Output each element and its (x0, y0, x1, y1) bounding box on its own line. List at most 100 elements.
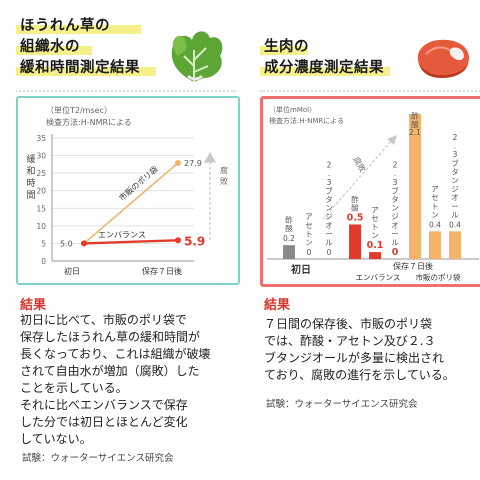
bar-name-label: ー (325, 229, 333, 238)
decay-arrow-head (387, 135, 397, 145)
bar-name-label: 3 (327, 178, 332, 187)
title-line-1: 生肉の (264, 39, 309, 55)
bar-name-label: ブ (391, 185, 399, 195)
concentration-chart: （単位mMol） 検査方法:H-NMRによる 腐敗 0.2 酢酸 0 アセトン 0 2. 3 ブタン… (260, 96, 480, 287)
bar-value-label: 0.1 (367, 240, 384, 251)
bar-name-label: ン (451, 176, 459, 185)
bar-name-label: ン (325, 204, 333, 213)
bar (449, 231, 461, 259)
title-line-2: 成分濃度測定結果 (264, 60, 384, 76)
data-point (81, 240, 87, 247)
bar (283, 245, 295, 259)
y-tick-label: 30 (36, 152, 46, 161)
y-tick-label: 10 (36, 222, 46, 231)
chart-note-1: （単位T2/msec） (46, 105, 112, 115)
data-point (175, 159, 181, 166)
group-label: 市販のポリ袋 (416, 272, 461, 282)
result-title: 結果 (20, 298, 47, 313)
bar-name-label: . (328, 169, 330, 178)
bar-value-label: 0.5 (347, 212, 364, 223)
spinach-icon (171, 31, 223, 82)
decay-arrow-head (204, 152, 216, 163)
bar-name-label: 酸 (351, 202, 359, 212)
bar-name-label: 酢 (285, 215, 293, 225)
y-axis-label: 和 (26, 166, 35, 177)
bar-name-label: タ (451, 167, 459, 176)
y-tick-label: 25 (36, 169, 46, 178)
bar-name-label: 2 (453, 133, 458, 142)
bar-name-label: タ (391, 195, 399, 204)
bar-name-label: ン (371, 231, 379, 240)
result-text: ７日間の保存後、市販のポリ袋 では、酢酸・アセトン及び２.３ ブタンジオールが多… (264, 317, 455, 382)
x-tick-label: 初日 (64, 266, 80, 276)
bar-name-label: 2 (327, 161, 332, 170)
meat-icon (417, 39, 470, 78)
meat-title-box: 生肉の 成分濃度測定結果 (252, 0, 480, 86)
bar-value-label: 2.1 (409, 128, 421, 137)
y-tick-label: 35 (36, 134, 46, 143)
chart-note-1: （単位mMol） (269, 105, 316, 114)
bar-name-label: ブ (451, 158, 459, 168)
result-title: 結果 (264, 298, 291, 313)
bar-name-label: 酸 (411, 119, 419, 129)
bar-name-label: 酸 (285, 223, 293, 233)
bar (369, 252, 381, 259)
y-axis-label: 緩 (26, 153, 35, 165)
bar-name-label: ル (325, 238, 333, 247)
bar-name-label: . (394, 169, 396, 178)
bar-value-label: 0.2 (283, 234, 295, 243)
bar-name-label: セ (305, 221, 313, 230)
line-chart-svg: （単位T2/msec） 検査方法:H-NMRによる 0 5 10 15 20 25 30 35 緩和… (26, 105, 228, 276)
chart-note-2: 検査方法:H-NMRによる (46, 117, 132, 127)
result-text: 初日に比べて、市販のポリ袋で 保存したほうれん草の緩和時間が 長くなっており、こ… (20, 313, 211, 446)
x-tick-label: 保存７日後 (142, 266, 182, 276)
bar-name-label: ン (305, 238, 313, 247)
bar-name-label: 2 (393, 161, 398, 170)
bar-value-label: 0 (392, 247, 399, 258)
bar-value-label: 0.4 (449, 220, 461, 229)
bar-name-label: ン (391, 204, 399, 213)
bar (409, 113, 421, 259)
bar (349, 224, 361, 259)
bar-name-label: ン (431, 210, 439, 219)
relaxation-chart: （単位T2/msec） 検査方法:H-NMRによる 0 5 10 15 20 25 30 35 緩和… (16, 96, 240, 285)
bar-name-label: ー (451, 202, 459, 211)
bar-value-label: 0.4 (429, 220, 441, 229)
y-tick-label: 0 (41, 257, 46, 266)
group-label: 初日 (291, 263, 311, 276)
bar-name-label: 3 (453, 150, 458, 159)
bar-name-label: タ (325, 195, 333, 204)
chart-note-2: 検査方法:H-NMRによる (269, 116, 344, 125)
bar-value-label: 0 (327, 248, 332, 257)
y-axis-label: 間 (26, 190, 35, 201)
bar-chart-svg: （単位mMol）検査方法:H-NMRによる腐敗0.2酢酸0アセトン02.3ブタン… (267, 105, 479, 282)
y-tick-label: 5 (41, 239, 46, 248)
bar-name-label: ブ (325, 185, 333, 195)
series-line-0 (83, 162, 179, 245)
y-tick-label: 20 (36, 187, 46, 196)
y-axis-label: 時 (26, 178, 35, 189)
title-line-2: 組織水の (20, 39, 80, 55)
bar-name-label: ジ (451, 185, 459, 194)
data-point (175, 237, 181, 244)
y-tick-label: 15 (36, 204, 46, 213)
source-text: 試験：ウォーターサイエンス研究会 (22, 453, 174, 464)
bar-name-label: ジ (325, 212, 333, 221)
data-label: 27.9 (184, 159, 202, 168)
bar-name-label: ト (371, 222, 379, 231)
decay-arrow (322, 138, 394, 220)
series-label: エンバランス (98, 230, 146, 239)
decay-label: 腐 (220, 165, 228, 175)
bar-name-label: オ (391, 221, 399, 230)
data-label: 5.0 (60, 239, 73, 248)
bar-name-label: 3 (393, 178, 398, 187)
bar-name-label: ト (431, 202, 439, 211)
bar-name-label: 酢 (351, 194, 359, 204)
spinach-title-box: ほうれん草の 組織水の 緩和時間測定結果 (8, 0, 236, 86)
bar-name-label: セ (431, 193, 439, 202)
bar-name-label: ア (305, 212, 313, 221)
bar (429, 231, 441, 259)
bar-name-label: ア (371, 205, 379, 214)
bar-name-label: . (454, 142, 456, 151)
bar-name-label: ア (431, 185, 439, 194)
